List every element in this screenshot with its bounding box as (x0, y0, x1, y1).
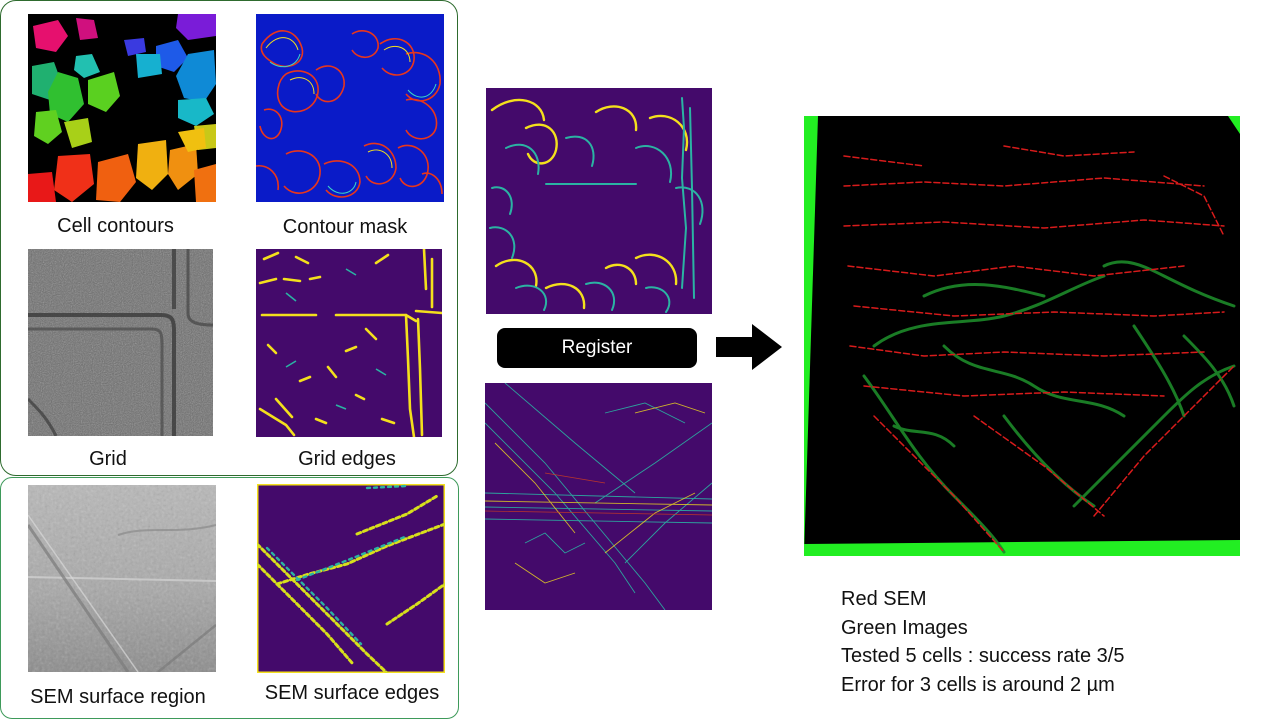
input-group-bottom (0, 477, 459, 719)
right-arrow-icon (716, 324, 782, 375)
sem-surface-region-caption: SEM surface region (30, 686, 206, 708)
cell-contours-image (28, 14, 216, 202)
grid-caption: Grid (89, 448, 127, 470)
note-line: Error for 3 cells is around 2 µm (841, 673, 1115, 696)
register-button[interactable]: Register (497, 328, 697, 368)
registration-input-sem-image (485, 383, 712, 610)
registered-overlay-image (804, 116, 1240, 556)
note-line: Red SEM (841, 588, 927, 610)
sem-surface-edges-image (257, 484, 445, 673)
registration-input-contours-image (486, 88, 712, 314)
contour-mask-image (256, 14, 444, 202)
results-notes: Red SEM Green Images Tested 5 cells : su… (841, 585, 1124, 699)
grid-image (28, 249, 213, 436)
grid-edges-image (256, 249, 442, 437)
note-line: Tested 5 cells : success rate 3/5 (841, 645, 1125, 667)
grid-edges-caption: Grid edges (298, 448, 396, 470)
cell-contours-caption: Cell contours (57, 215, 174, 237)
sem-surface-edges-caption: SEM surface edges (264, 682, 440, 704)
contour-mask-caption: Contour mask (282, 216, 408, 238)
sem-surface-region-image (28, 485, 216, 672)
note-line: Green Images (841, 616, 968, 639)
input-group-top (0, 0, 458, 476)
